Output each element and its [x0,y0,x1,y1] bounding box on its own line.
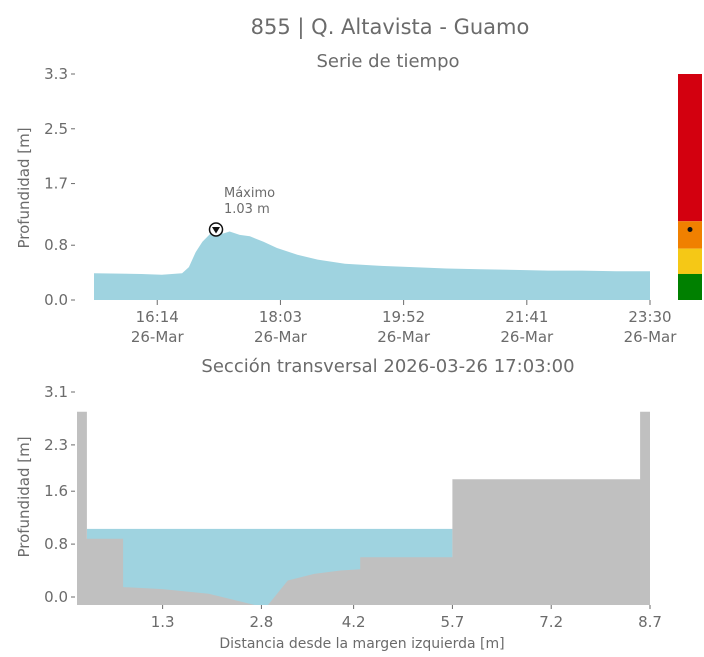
x-tick-date: 26-Mar [500,328,554,346]
alert-level-bar [678,74,702,300]
time-series-y-axis: 0.0 0.8 1.7 2.5 3.3 [44,65,75,309]
x-tick-date: 26-Mar [624,328,678,346]
cross-section-ylabel: Profundidad [m] [15,436,33,557]
cross-section-xlabel: Distancia desde la margen izquierda [m] [219,636,504,652]
time-series-chart: Serie de tiempo Profundidad [m] 0.0 0.8 1.… [15,51,702,346]
x-tick-time: 19:52 [382,308,425,326]
time-series-title: Serie de tiempo [316,51,459,72]
y-tick-label: 2.5 [44,120,68,138]
x-tick-label: 7.2 [539,613,563,631]
y-tick-label: 1.7 [44,175,68,193]
x-tick-date: 26-Mar [377,328,431,346]
max-marker-triangle [212,226,221,234]
figure-title: 855 | Q. Altavista - Guamo [251,15,530,40]
y-tick-label: 0.0 [44,588,68,606]
x-tick-time: 23:30 [628,308,671,326]
cross-section-y-axis: 0.0 0.8 1.6 2.3 3.1 [44,383,75,606]
y-tick-label: 2.3 [44,436,68,454]
ground-profile [77,411,650,605]
max-annotation-value: 1.03 m [224,202,270,217]
y-tick-label: 0.0 [44,291,68,309]
cross-section-chart: Sección transversal 2026-03-26 17:03:00 … [15,356,662,652]
time-series-x-axis: 16:14 26-Mar 18:03 26-Mar 19:52 26-Mar 21:41 26… [131,300,677,346]
max-marker-icon [208,222,224,237]
cross-section-title: Sección transversal 2026-03-26 17:03:00 [201,356,574,377]
x-tick-label: 5.7 [440,613,464,631]
alert-segment [678,221,702,249]
y-tick-label: 0.8 [44,535,68,553]
x-tick-time: 16:14 [136,308,179,326]
y-tick-label: 1.6 [44,482,68,500]
time-series-area [94,229,650,300]
alert-segment [678,273,702,300]
x-tick-label: 4.2 [342,613,366,631]
x-tick-date: 26-Mar [254,328,308,346]
x-tick-time: 21:41 [505,308,548,326]
cross-section-x-axis: 1.3 2.8 4.2 5.7 7.2 8.7 [151,605,662,631]
x-tick-date: 26-Mar [131,328,185,346]
alert-segment [678,248,702,274]
y-tick-label: 0.8 [44,236,68,254]
x-tick-label: 8.7 [638,613,662,631]
max-annotation-label: Máximo [224,186,275,201]
x-tick-label: 2.8 [249,613,273,631]
y-tick-label: 3.3 [44,65,68,83]
max-annotation: Máximo 1.03 m [208,186,275,237]
x-tick-label: 1.3 [151,613,175,631]
time-series-ylabel: Profundidad [m] [15,127,33,248]
y-tick-label: 3.1 [44,383,68,401]
alert-marker [687,226,693,232]
x-tick-time: 18:03 [259,308,302,326]
alert-segment [678,74,702,222]
